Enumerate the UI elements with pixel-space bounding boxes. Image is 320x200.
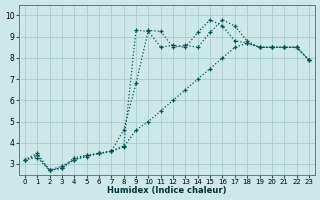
X-axis label: Humidex (Indice chaleur): Humidex (Indice chaleur) [107,186,227,195]
